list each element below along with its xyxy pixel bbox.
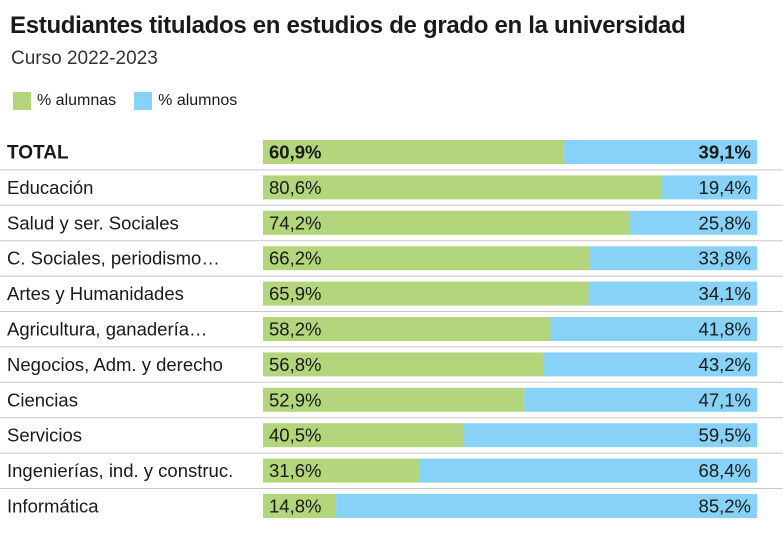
bar-alumnas [263,281,589,306]
legend: % alumnas % alumnos [13,90,255,112]
legend-item-alumnos: % alumnos [134,92,237,110]
legend-swatch-alumnas [13,92,31,110]
value-label-alumnas: 14,8% [269,496,321,517]
category-label: Informática [7,496,99,517]
bar-alumnos [419,458,757,483]
category-label: Salud y ser. Sociales [7,212,179,233]
category-label: Negocios, Adm. y derecho [7,354,223,375]
value-label-alumnas: 31,6% [269,460,321,481]
value-label-alumnas: 40,5% [269,425,321,446]
legend-swatch-alumnos [134,92,153,110]
category-label: Ingenierías, ind. y construc. [7,460,233,481]
bar-alumnos [588,281,757,306]
value-label-alumnos: 41,8% [699,319,751,340]
category-label: Artes y Humanidades [7,283,184,304]
bar-alumnas [263,246,591,271]
legend-label-alumnas: % alumnas [37,92,117,109]
value-label-alumnas: 74,2% [269,212,321,233]
bar-alumnas [263,458,420,483]
category-label: Ciencias [7,389,78,410]
bar-alumnos [661,175,757,200]
bar-alumnos [550,317,757,341]
value-label-alumnos: 59,5% [699,425,751,446]
category-label: C. Sociales, periodismo… [7,248,220,269]
bar-alumnos [543,352,757,377]
value-label-alumnos: 19,4% [699,177,751,198]
category-label: Agricultura, ganadería… [7,319,208,340]
bar-alumnos [463,423,757,448]
value-label-alumnos: 68,4% [699,460,751,481]
value-label-alumnas: 80,6% [269,177,321,198]
bar-alumnos [524,387,757,412]
bar-alumnos [336,494,757,518]
bar-alumnas [263,317,551,341]
legend-item-alumnas: % alumnas [13,92,116,110]
bar-alumnas [263,494,337,518]
bar-alumnas [263,387,525,412]
chart-subtitle: Curso 2022-2023 [11,48,158,69]
bar-alumnas [263,140,564,164]
value-label-alumnas: 58,2% [269,319,321,340]
value-label-alumnos: 34,1% [699,283,751,304]
value-label-alumnos: 43,2% [699,354,751,375]
chart-title: Estudiantes titulados en estudios de gra… [10,12,686,39]
bar-alumnos [590,246,757,271]
value-label-alumnos: 25,8% [699,212,751,233]
value-label-alumnos: 47,1% [699,389,751,410]
legend-label-alumnos: % alumnos [158,92,238,109]
bar-alumnas [263,423,464,448]
value-label-alumnas: 60,9% [269,142,321,163]
value-label-alumnos: 85,2% [699,496,751,517]
bar-alumnos [563,140,757,164]
bar-alumnas [263,352,544,377]
category-label: Educación [7,177,93,198]
bar-alumnas [263,210,630,235]
bar-alumnas [263,175,662,200]
value-label-alumnas: 56,8% [269,354,321,375]
value-label-alumnos: 33,8% [699,248,751,269]
category-label: TOTAL [7,143,69,164]
value-label-alumnas: 52,9% [269,389,321,410]
value-label-alumnos: 39,1% [699,142,751,163]
value-label-alumnas: 66,2% [269,248,321,269]
value-label-alumnas: 65,9% [269,283,321,304]
bar-alumnos [629,210,757,235]
category-label: Servicios [7,425,82,446]
